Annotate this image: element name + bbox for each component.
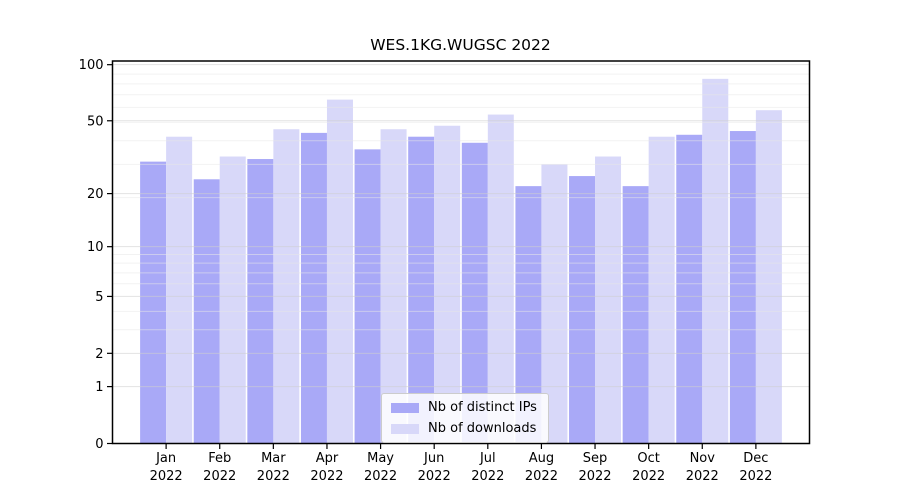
bar-downloads-oct (648, 136, 675, 444)
x-tick-label-month: Feb (208, 451, 231, 466)
x-tick-label-month: Nov (690, 451, 716, 466)
chart-title: WES.1KG.WUGSC 2022 (370, 36, 551, 54)
bar-distinct-ips-mar (247, 159, 274, 444)
x-tick-label-month: Jul (479, 451, 496, 466)
bar-downloads-jan (166, 136, 193, 444)
bar-distinct-ips-nov (676, 134, 703, 444)
x-tick-label-month: Jan (155, 451, 176, 466)
bar-distinct-ips-oct (622, 186, 649, 444)
bar-downloads-nov (702, 78, 729, 444)
x-tick-label-month: Dec (743, 451, 768, 466)
x-tick-label-year: 2022 (471, 469, 504, 484)
bar-distinct-ips-apr (300, 132, 327, 444)
legend-label-downloads: Nb of downloads (428, 421, 537, 436)
chart-legend: Nb of distinct IPs Nb of downloads (381, 393, 549, 443)
x-tick-label-year: 2022 (257, 469, 290, 484)
x-tick-label-year: 2022 (364, 469, 397, 484)
x-tick-label-year: 2022 (150, 469, 183, 484)
x-tick-label-month: Mar (261, 451, 286, 466)
bar-downloads-jul (487, 114, 514, 444)
bar-downloads-may (380, 129, 407, 444)
y-tick-label: 20 (87, 187, 104, 202)
x-tick-label-year: 2022 (632, 469, 665, 484)
legend-item-distinct-ips: Nb of distinct IPs (391, 400, 537, 415)
x-tick-label-month: Jun (423, 451, 444, 466)
bar-downloads-jun (434, 125, 461, 444)
bar-downloads-dec (755, 110, 782, 444)
bar-distinct-ips-jan (140, 161, 167, 444)
x-tick-label-month: Sep (583, 451, 608, 466)
x-tick-label-year: 2022 (525, 469, 558, 484)
legend-swatch-downloads-icon (391, 423, 419, 434)
bar-downloads-mar (273, 129, 300, 444)
legend-item-downloads: Nb of downloads (391, 421, 537, 436)
bar-distinct-ips-jun (408, 136, 435, 444)
y-tick-label: 1 (95, 380, 103, 395)
x-tick-label-month: May (367, 451, 394, 466)
x-tick-label-year: 2022 (203, 469, 236, 484)
x-tick-label-year: 2022 (686, 469, 719, 484)
x-tick-label-year: 2022 (578, 469, 611, 484)
y-tick-label: 5 (95, 290, 103, 305)
legend-swatch-distinct-ips-icon (391, 402, 419, 413)
x-tick-label-month: Oct (637, 451, 659, 466)
y-tick-label: 0 (95, 437, 103, 452)
bar-distinct-ips-dec (729, 131, 756, 444)
y-tick-label: 2 (95, 347, 103, 362)
bar-distinct-ips-sep (569, 176, 596, 444)
bar-downloads-sep (595, 156, 622, 444)
y-tick-label: 50 (87, 114, 104, 129)
x-tick-label-month: Aug (529, 451, 554, 466)
bar-downloads-apr (326, 99, 353, 444)
y-tick-label: 10 (87, 240, 104, 255)
plot-border (111, 60, 811, 445)
x-tick-label-year: 2022 (310, 469, 343, 484)
x-tick-label-year: 2022 (418, 469, 451, 484)
x-tick-label-year: 2022 (739, 469, 772, 484)
bar-downloads-feb (219, 156, 246, 444)
y-tick-label: 100 (79, 58, 104, 73)
legend-label-distinct-ips: Nb of distinct IPs (428, 400, 537, 415)
x-tick-label-month: Apr (316, 451, 339, 466)
